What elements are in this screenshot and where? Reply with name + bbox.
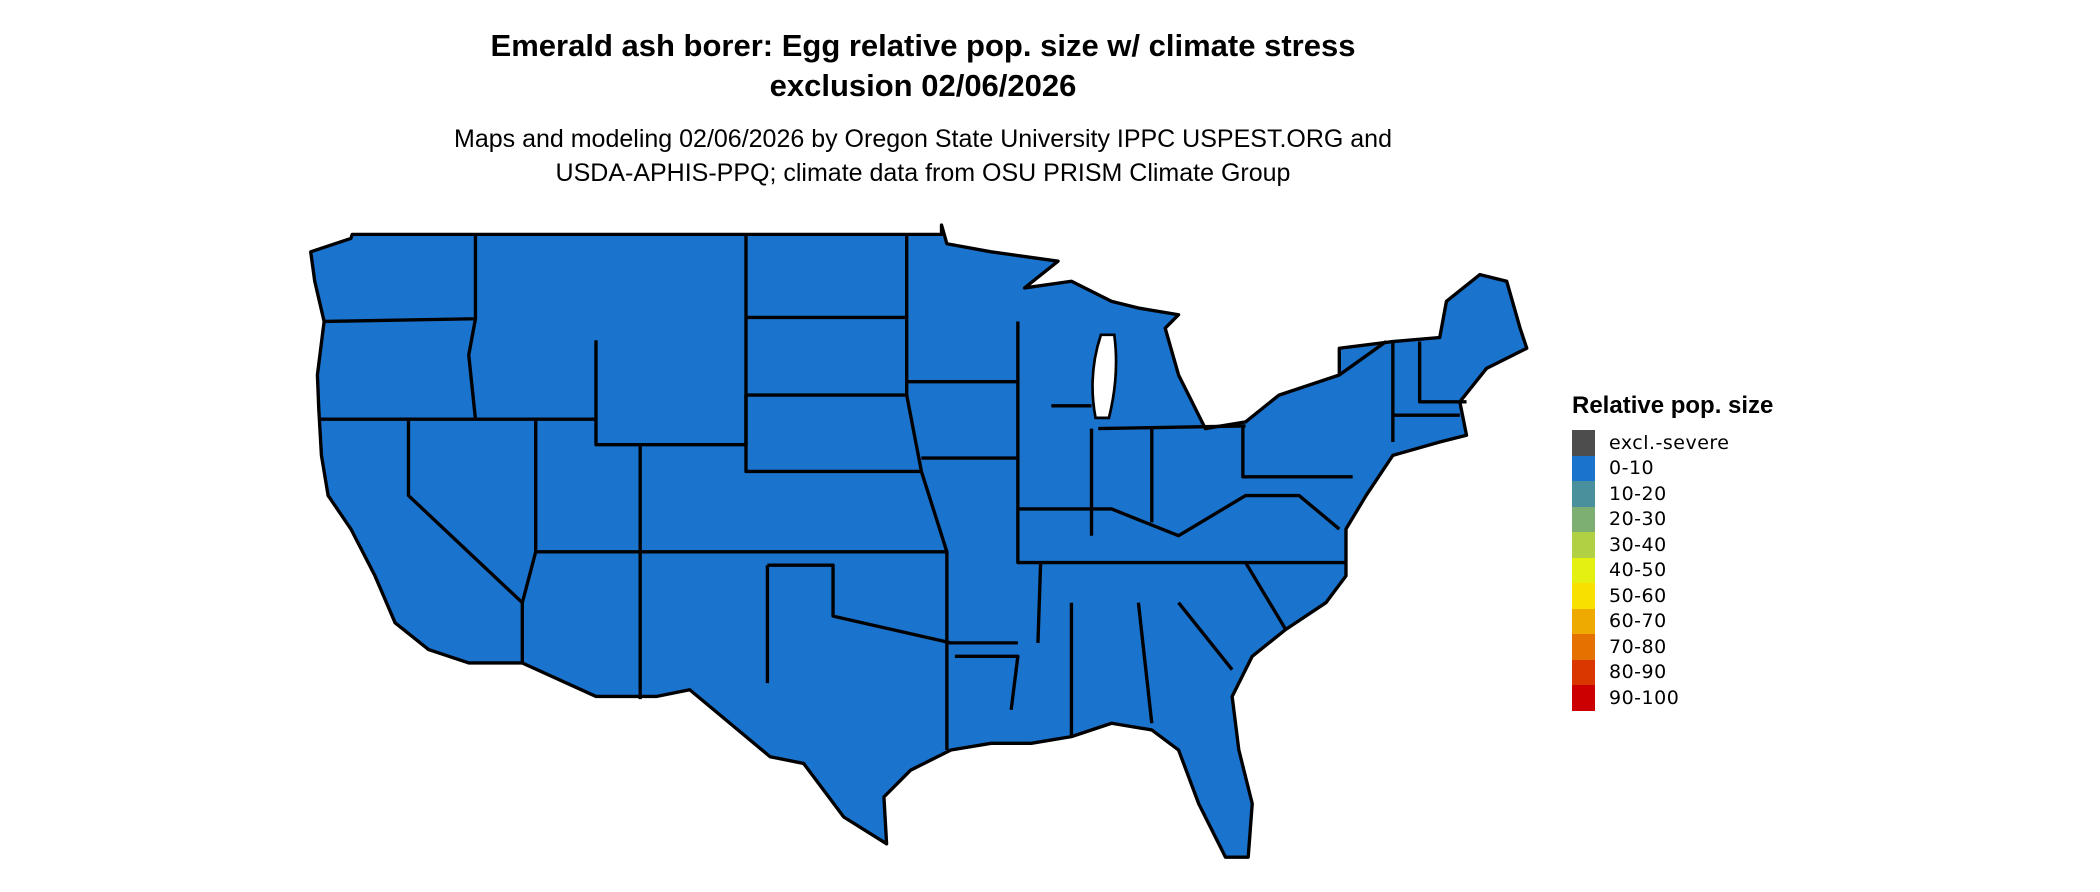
subtitle-line-2: USDA-APHIS-PPQ; climate data from OSU PR… xyxy=(555,159,1291,187)
legend: Relative pop. size excl.-severe 0-10 10-20… xyxy=(1572,392,1773,711)
us-outline xyxy=(309,223,1529,859)
legend-swatch xyxy=(1572,532,1595,558)
legend-swatch xyxy=(1572,481,1595,507)
title-line-1: Emerald ash borer: Egg relative pop. siz… xyxy=(490,28,1356,63)
legend-label: 40-50 xyxy=(1609,559,1667,582)
legend-item: 90-100 xyxy=(1572,685,1773,711)
legend-item: 50-60 xyxy=(1572,583,1773,609)
legend-item: 70-80 xyxy=(1572,634,1773,660)
state-border xyxy=(1017,493,1341,538)
legend-item: 80-90 xyxy=(1572,659,1773,685)
legend-label: 60-70 xyxy=(1609,610,1667,633)
state-border xyxy=(1417,341,1467,404)
legend-title: Relative pop. size xyxy=(1572,392,1774,419)
state-border xyxy=(520,551,538,663)
state-border xyxy=(1098,424,1246,431)
map-title: Emerald ash borer: Egg relative pop. siz… xyxy=(0,26,1846,106)
state-border xyxy=(744,395,788,474)
legend-label: 70-80 xyxy=(1609,635,1667,658)
state-border xyxy=(1136,602,1154,724)
legend-item: 10-20 xyxy=(1572,481,1773,507)
state-border xyxy=(1338,340,1388,377)
legend-label: excl.-severe xyxy=(1609,431,1730,454)
legend-item: 20-30 xyxy=(1572,506,1773,532)
map-subtitle: Maps and modeling 02/06/2026 by Oregon S… xyxy=(0,122,1846,190)
legend-item: 60-70 xyxy=(1572,608,1773,634)
legend-swatch xyxy=(1572,583,1595,609)
state-border xyxy=(1241,425,1353,479)
legend-swatch xyxy=(1572,685,1595,711)
state-border xyxy=(1177,601,1234,671)
legend-swatch xyxy=(1572,455,1595,481)
legend-swatch xyxy=(1572,608,1595,634)
legend-label: 30-40 xyxy=(1609,533,1667,556)
legend-label: 0-10 xyxy=(1609,457,1655,480)
state-border xyxy=(1036,562,1043,643)
legend-item: excl.-severe xyxy=(1572,430,1773,456)
legend-swatch xyxy=(1572,430,1595,456)
state-border xyxy=(905,234,949,751)
state-border xyxy=(1244,561,1288,631)
legend-label: 20-30 xyxy=(1609,508,1667,531)
state-border xyxy=(594,234,748,447)
legend-swatch xyxy=(1572,659,1595,685)
title-line-2: exclusion 02/06/2026 xyxy=(769,68,1077,103)
legend-item: 30-40 xyxy=(1572,532,1773,558)
state-border xyxy=(406,419,524,604)
state-border xyxy=(767,563,952,645)
legend-swatch xyxy=(1572,506,1595,532)
legend-swatch xyxy=(1572,557,1595,583)
legend-item: 0-10 xyxy=(1572,455,1773,481)
legend-label: 80-90 xyxy=(1609,661,1667,684)
state-border xyxy=(954,654,1020,711)
subtitle-line-1: Maps and modeling 02/06/2026 by Oregon S… xyxy=(454,125,1392,153)
legend-label: 90-100 xyxy=(1609,686,1680,709)
legend-item: 40-50 xyxy=(1572,557,1773,583)
state-border xyxy=(467,318,478,420)
legend-swatch xyxy=(1572,634,1595,660)
legend-label: 50-60 xyxy=(1609,584,1667,607)
legend-label: 10-20 xyxy=(1609,482,1667,505)
lake-michigan xyxy=(1091,333,1118,420)
state-border xyxy=(1016,321,1346,565)
